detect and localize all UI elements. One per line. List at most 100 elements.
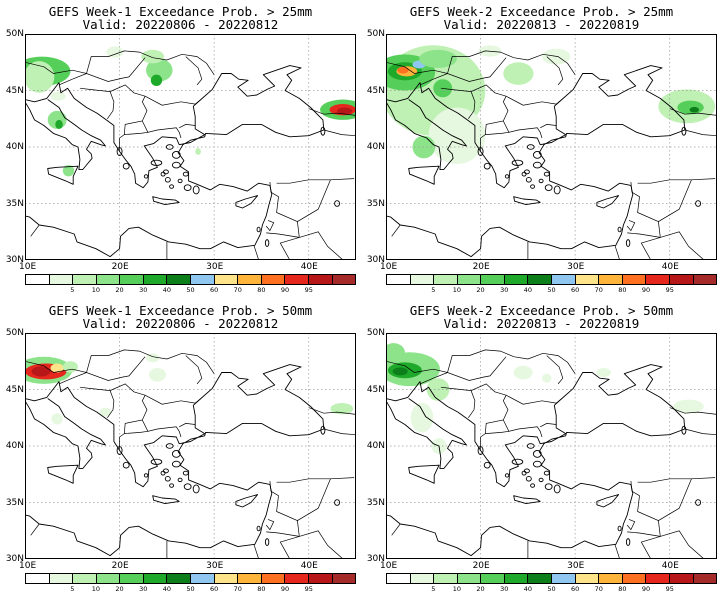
coastline xyxy=(25,364,325,557)
colorbar-swatch xyxy=(285,275,309,284)
borders xyxy=(25,349,356,559)
map-frame xyxy=(386,333,717,559)
border xyxy=(107,91,115,120)
colorbar-swatch xyxy=(238,275,262,284)
border xyxy=(25,50,215,75)
colorbar-label: 40 xyxy=(162,585,171,593)
border xyxy=(124,131,148,135)
border xyxy=(614,544,621,559)
border xyxy=(627,232,661,260)
island-cyprus xyxy=(235,195,259,209)
panel-valid-range: Valid: 20220806 - 20220812 xyxy=(82,316,279,331)
border xyxy=(269,478,331,521)
colorbar-label: 95 xyxy=(665,585,674,593)
colorbar-swatch xyxy=(120,574,144,583)
border xyxy=(299,231,344,260)
lon-label: 10E xyxy=(380,561,398,571)
colorbar-swatch xyxy=(73,574,97,583)
border xyxy=(25,349,215,374)
colorbar-label: 90 xyxy=(280,585,290,593)
colorbar-swatch xyxy=(96,275,121,284)
probability-area xyxy=(62,361,78,373)
colorbar-label: 95 xyxy=(665,286,674,294)
island xyxy=(169,184,175,189)
colorbar-swatch xyxy=(26,574,50,583)
panel-title: GEFS Week-1 Exceedance Prob. > 50mm xyxy=(48,303,313,318)
coastlines xyxy=(25,65,341,258)
panel-title: GEFS Week-1 Exceedance Prob. > 25mm xyxy=(48,4,313,19)
island xyxy=(320,425,326,435)
lat-label: 45N xyxy=(366,384,385,395)
colorbar-swatch xyxy=(308,574,333,583)
colorbar-label: 70 xyxy=(233,585,242,593)
island xyxy=(182,171,189,177)
island xyxy=(543,470,550,476)
colorbar-label: 20 xyxy=(115,286,124,294)
border xyxy=(626,220,636,232)
border xyxy=(323,428,356,436)
lat-label: 45N xyxy=(366,85,385,96)
island xyxy=(532,161,542,169)
border xyxy=(79,84,148,151)
border xyxy=(419,78,434,86)
colorbar-label: 60 xyxy=(571,286,580,294)
lat-label: 40N xyxy=(366,441,385,451)
map-area xyxy=(386,34,717,260)
colorbar-label: 30 xyxy=(139,585,148,593)
probability-shading xyxy=(25,46,356,177)
lon-label: 20E xyxy=(472,262,490,272)
island xyxy=(530,483,536,488)
border xyxy=(391,523,401,536)
lat-label: 40N xyxy=(366,142,385,152)
colorbar-swatch xyxy=(434,275,458,284)
colorbar-swatch xyxy=(332,275,356,284)
island xyxy=(504,174,510,179)
lon-label: 40E xyxy=(661,262,679,272)
border xyxy=(468,91,476,120)
island xyxy=(150,159,163,166)
probability-area xyxy=(50,363,64,373)
border xyxy=(185,56,203,86)
island xyxy=(681,425,687,435)
colorbar-swatch xyxy=(434,574,458,583)
border xyxy=(266,232,300,260)
border xyxy=(637,477,716,483)
border xyxy=(107,390,115,419)
island xyxy=(177,178,183,184)
probability-area xyxy=(392,367,408,376)
border xyxy=(502,419,543,438)
island xyxy=(177,477,183,483)
island xyxy=(625,538,631,546)
map-svg xyxy=(386,333,717,559)
border xyxy=(297,221,300,238)
lon-label: 20E xyxy=(111,262,129,272)
probability-area xyxy=(195,148,201,155)
map-frame xyxy=(25,34,356,260)
colorbar-label: 5 xyxy=(431,286,436,294)
border xyxy=(179,124,196,129)
colorbar-swatch xyxy=(481,574,505,583)
island xyxy=(122,162,130,170)
colorbar-swatch xyxy=(308,275,333,284)
border xyxy=(485,430,509,434)
probability-area xyxy=(148,368,166,382)
colorbar-label: 50 xyxy=(186,585,195,593)
colorbar-label: 20 xyxy=(476,585,485,593)
island xyxy=(617,525,622,532)
border xyxy=(637,178,716,184)
island xyxy=(553,484,561,494)
colorbar-swatch xyxy=(669,574,694,583)
island xyxy=(183,483,192,490)
border xyxy=(308,108,356,116)
lat-label: 35N xyxy=(366,198,385,209)
colorbar-swatch xyxy=(410,574,435,583)
island xyxy=(334,499,341,506)
border xyxy=(658,221,661,238)
colorbar-swatch xyxy=(238,574,262,583)
probability-area xyxy=(141,49,165,64)
colorbar-swatch xyxy=(693,574,717,583)
border xyxy=(30,224,40,237)
island xyxy=(264,538,270,546)
island xyxy=(165,144,174,150)
island xyxy=(171,151,181,159)
